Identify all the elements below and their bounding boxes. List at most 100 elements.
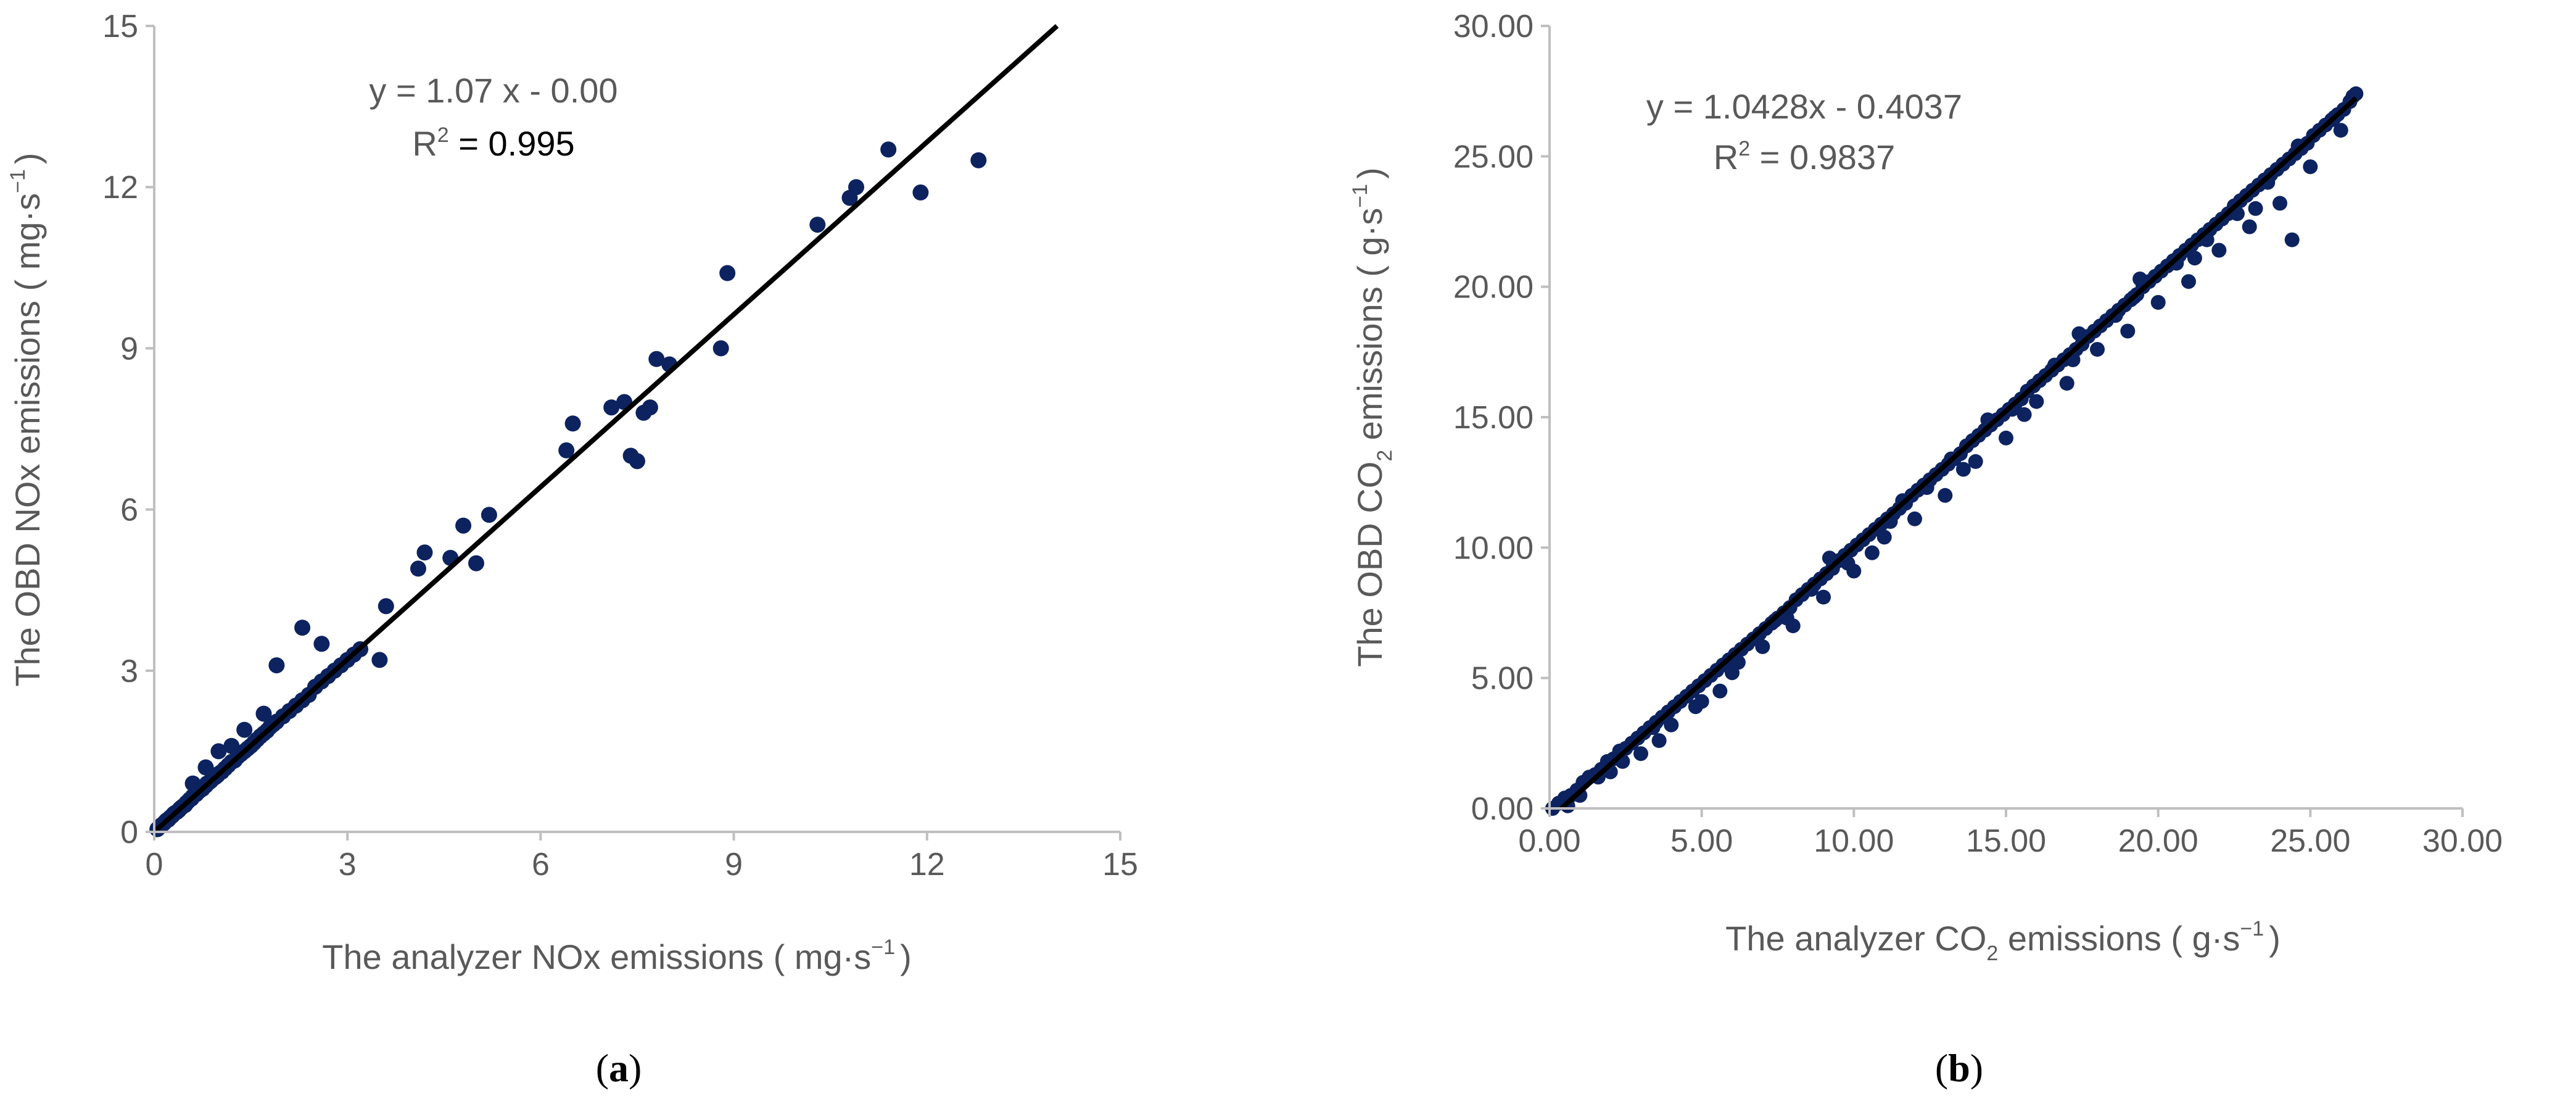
- data-point: [2017, 407, 2032, 422]
- scatter-points-b: [1545, 86, 2364, 816]
- r-squared-a: R2 = 0.995: [412, 123, 574, 163]
- data-point: [1730, 655, 1746, 670]
- data-point: [2187, 251, 2202, 266]
- data-point: [2059, 376, 2074, 391]
- data-point: [210, 743, 227, 760]
- data-point: [255, 705, 272, 722]
- data-point: [848, 179, 864, 196]
- data-point: [712, 340, 729, 357]
- data-point: [455, 517, 472, 534]
- y-tick-label: 0.00: [1471, 791, 1534, 827]
- y-ticks-a: 0 3 6 9 12 15: [102, 9, 154, 850]
- y-tick-label: 5.00: [1471, 661, 1534, 697]
- y-ticks-b: 0.00 5.00 10.00 15.00 20.00 25.00 30.00: [1453, 9, 1550, 827]
- data-point: [313, 636, 330, 652]
- data-point: [468, 555, 484, 571]
- data-point: [1876, 529, 1892, 545]
- fit-line-b: [1559, 96, 2358, 810]
- x-tick-label: 9: [725, 847, 743, 882]
- data-point: [1999, 430, 2013, 446]
- data-point: [642, 399, 658, 416]
- data-point: [1955, 462, 1971, 477]
- data-point: [1779, 610, 1794, 626]
- data-point: [223, 737, 240, 754]
- data-point: [2132, 272, 2148, 286]
- x-tick-label: 25.00: [2270, 823, 2350, 859]
- data-point: [371, 652, 388, 668]
- r-squared-b: R2 = 0.9837: [1714, 137, 1895, 176]
- data-point: [1822, 550, 1837, 566]
- chart-panel-b: 0.00 5.00 10.00 15.00 20.00 25.00 30.00 0.00 5.…: [1348, 9, 2503, 1090]
- data-point: [2120, 323, 2136, 339]
- data-point: [809, 217, 826, 233]
- y-tick-label: 12: [102, 170, 138, 206]
- data-point: [1968, 454, 1983, 469]
- data-point: [880, 141, 897, 158]
- data-point: [2284, 232, 2300, 247]
- data-point: [410, 560, 426, 577]
- y-tick-label: 0: [120, 815, 138, 850]
- data-point: [294, 620, 311, 636]
- x-tick-label: 15: [1102, 847, 1138, 882]
- data-point: [1712, 683, 1728, 699]
- y-axis-title-b: The OBD CO2 emissions ( g·s−1): [1348, 167, 1397, 666]
- x-ticks-b: 0.00 5.00 10.00 15.00 20.00 25.00 30.00: [1518, 808, 2503, 859]
- y-axis-title-a: The OBD NOx emissions ( mg·s−1): [6, 152, 47, 686]
- data-point: [2181, 274, 2196, 289]
- data-point: [1864, 545, 1880, 560]
- data-point: [648, 351, 665, 367]
- data-point: [1633, 746, 1648, 762]
- x-tick-label: 10.00: [1814, 823, 1894, 859]
- data-point: [1688, 699, 1703, 715]
- chart-panel-a: 0 3 6 9 12 15 0 3 6 9 12 15 y = 1.07 x - 0.00 R2 =…: [6, 9, 1138, 1090]
- data-point: [184, 775, 201, 792]
- data-point: [603, 399, 620, 416]
- x-tick-label: 20.00: [2118, 823, 2198, 859]
- data-point: [1938, 488, 1953, 503]
- x-axis-title-b: The analyzer CO2 emissions ( g·s−1): [1725, 917, 2281, 965]
- data-point: [629, 453, 645, 470]
- y-tick-label: 3: [120, 654, 138, 689]
- data-point: [416, 544, 433, 561]
- data-point: [2150, 295, 2166, 310]
- data-point: [970, 152, 987, 168]
- x-ticks-a: 0 3 6 9 12 15: [146, 832, 1138, 882]
- data-point: [481, 507, 497, 523]
- data-point: [2090, 342, 2105, 357]
- x-tick-label: 0: [146, 847, 163, 882]
- panel-label-b: (b): [1935, 1046, 1983, 1090]
- regression-equation-a: y = 1.07 x - 0.00: [369, 71, 617, 110]
- y-tick-label: 10.00: [1453, 530, 1534, 566]
- data-point: [912, 184, 929, 201]
- data-point: [2071, 326, 2087, 341]
- scatter-points-a: [149, 141, 987, 837]
- data-point: [1664, 717, 1679, 733]
- data-point: [268, 657, 285, 674]
- data-point: [378, 598, 394, 615]
- regression-equation-b: y = 1.0428x - 0.4037: [1646, 87, 1962, 126]
- y-tick-label: 25.00: [1453, 139, 1534, 175]
- x-axis-title-a: The analyzer NOx emissions ( mg·s−1): [322, 936, 911, 976]
- y-tick-label: 20.00: [1453, 270, 1534, 305]
- y-tick-label: 15.00: [1453, 400, 1534, 436]
- data-point: [719, 265, 736, 281]
- y-tick-label: 15: [102, 9, 138, 44]
- data-point: [2242, 219, 2257, 235]
- data-point: [2273, 196, 2287, 211]
- x-tick-label: 5.00: [1670, 823, 1733, 859]
- x-tick-label: 15.00: [1966, 823, 2046, 859]
- data-point: [564, 415, 581, 432]
- data-point: [2029, 394, 2044, 409]
- data-point: [1651, 733, 1667, 749]
- data-point: [236, 721, 253, 738]
- data-point: [1907, 511, 1922, 526]
- y-tick-label: 30.00: [1453, 9, 1534, 44]
- data-point: [2211, 243, 2227, 258]
- fit-line-a: [152, 24, 1059, 834]
- data-point: [558, 442, 575, 459]
- data-point: [2333, 123, 2348, 138]
- data-point: [197, 759, 214, 776]
- data-point: [1816, 589, 1831, 605]
- y-tick-label: 9: [120, 331, 138, 367]
